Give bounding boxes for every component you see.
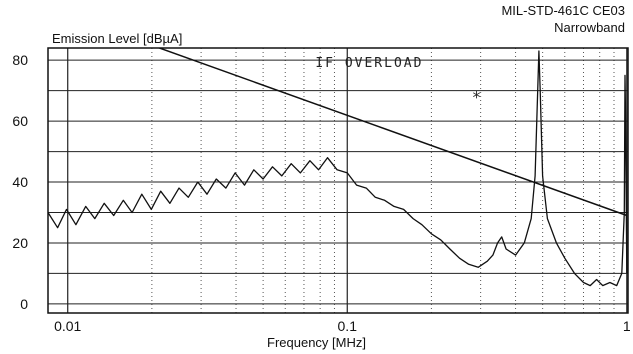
x-tick-label: 0.1 — [338, 318, 358, 334]
chart-subtitle: Narrowband — [554, 20, 625, 35]
plot-frame — [47, 47, 629, 314]
y-tick-label: 0 — [20, 296, 28, 312]
y-tick-label: 60 — [12, 113, 28, 129]
y-axis-label: Emission Level [dBµA] — [52, 31, 183, 46]
y-tick-label: 40 — [12, 174, 28, 190]
limit-line — [157, 48, 628, 217]
x-tick-label: 1 — [623, 318, 631, 334]
marker-annotation: * — [472, 88, 482, 107]
y-tick-label: 20 — [12, 235, 28, 251]
y-tick-label: 80 — [12, 52, 28, 68]
x-tick-label: 0.01 — [54, 318, 81, 334]
x-axis-label: Frequency [MHz] — [267, 335, 366, 350]
emission-trace — [48, 50, 628, 287]
chart-title: MIL-STD-461C CE03 — [501, 3, 625, 18]
overload-annotation: IF OVERLOAD — [315, 56, 423, 71]
